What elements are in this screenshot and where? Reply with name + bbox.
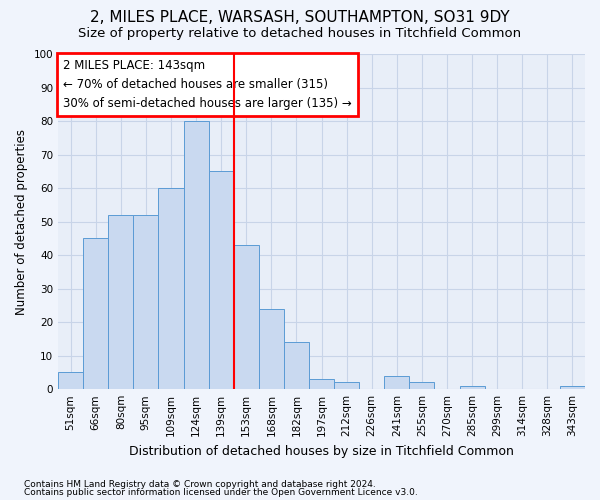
Bar [309,379,334,389]
Text: Contains HM Land Registry data © Crown copyright and database right 2024.: Contains HM Land Registry data © Crown c… [24,480,376,489]
Text: 2, MILES PLACE, WARSASH, SOUTHAMPTON, SO31 9DY: 2, MILES PLACE, WARSASH, SOUTHAMPTON, SO… [90,10,510,25]
Bar [384,376,409,389]
Bar [409,382,434,389]
Bar [284,342,309,389]
Y-axis label: Number of detached properties: Number of detached properties [15,128,28,314]
Bar [233,245,259,389]
Bar [460,386,485,389]
Bar [259,308,284,389]
Bar [158,188,184,389]
Bar [184,121,209,389]
Bar [209,172,233,389]
Text: 2 MILES PLACE: 143sqm
← 70% of detached houses are smaller (315)
30% of semi-det: 2 MILES PLACE: 143sqm ← 70% of detached … [64,59,352,110]
Bar [58,372,83,389]
Text: Contains public sector information licensed under the Open Government Licence v3: Contains public sector information licen… [24,488,418,497]
Text: Size of property relative to detached houses in Titchfield Common: Size of property relative to detached ho… [79,28,521,40]
Bar [83,238,108,389]
Bar [133,215,158,389]
Bar [334,382,359,389]
Bar [560,386,585,389]
X-axis label: Distribution of detached houses by size in Titchfield Common: Distribution of detached houses by size … [129,444,514,458]
Bar [108,215,133,389]
